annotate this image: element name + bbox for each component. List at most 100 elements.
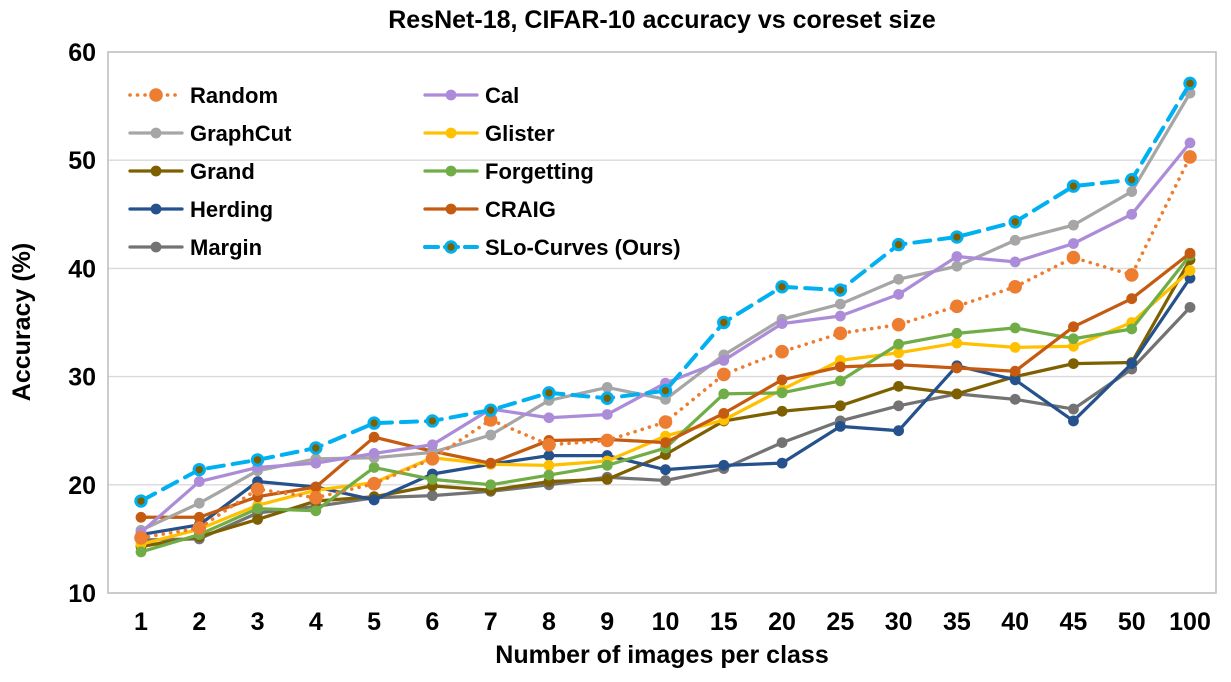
data-point xyxy=(893,359,905,371)
data-point xyxy=(483,403,498,417)
data-point xyxy=(1183,150,1197,164)
legend-sample-marker xyxy=(149,88,163,102)
legend-label: SLo-Curves (Ours) xyxy=(485,235,681,260)
legend-item-CRAIG: CRAIG xyxy=(423,197,556,222)
data-point xyxy=(310,481,322,493)
data-point xyxy=(833,326,848,341)
data-point xyxy=(834,400,846,412)
data-point xyxy=(1009,365,1021,377)
data-point xyxy=(192,521,207,535)
data-point xyxy=(1183,76,1197,91)
data-point xyxy=(309,441,323,455)
legend-sample-marker xyxy=(150,165,162,177)
data-point xyxy=(425,414,440,428)
data-point xyxy=(1066,250,1081,265)
data-point xyxy=(775,344,789,359)
data-point xyxy=(310,505,322,517)
legend-item-Glister: Glister xyxy=(423,121,555,146)
legend-sample-marker xyxy=(150,241,162,253)
data-point xyxy=(426,439,438,451)
data-point xyxy=(834,361,846,373)
data-point xyxy=(951,362,963,374)
data-point xyxy=(718,459,730,471)
legend-label: CRAIG xyxy=(485,197,556,222)
x-tick-label: 10 xyxy=(652,608,680,636)
legend-item-SLo-Curves (Ours): SLo-Curves (Ours) xyxy=(423,235,681,260)
y-tick-label: 60 xyxy=(68,39,96,67)
legend: Random GraphCut Grand Herding Margin Cal Glist… xyxy=(128,83,681,260)
data-point xyxy=(426,490,438,502)
data-point xyxy=(368,462,380,473)
x-tick-label: 2 xyxy=(192,608,206,636)
data-point xyxy=(718,407,730,419)
data-point xyxy=(716,367,731,382)
x-axis-label: Number of images per class xyxy=(495,641,828,669)
data-point xyxy=(368,494,380,506)
data-point xyxy=(776,437,788,449)
data-point xyxy=(776,387,788,399)
data-point xyxy=(1068,340,1079,352)
x-tick-label: 6 xyxy=(425,608,439,636)
data-point xyxy=(1068,321,1079,333)
data-point xyxy=(1184,301,1196,313)
data-point xyxy=(1068,358,1079,370)
legend-label: Cal xyxy=(485,83,519,108)
plot-border xyxy=(107,51,1217,594)
data-point xyxy=(893,288,905,300)
data-point xyxy=(1009,341,1021,353)
data-point xyxy=(425,452,440,466)
data-point xyxy=(1184,272,1196,284)
data-point xyxy=(483,413,498,427)
x-tick-label: 25 xyxy=(826,608,854,636)
legend-item-Margin: Margin xyxy=(128,235,262,260)
legend-label: Grand xyxy=(190,159,255,184)
data-point xyxy=(893,380,905,392)
data-point xyxy=(1068,403,1079,415)
x-tick-label: 15 xyxy=(710,608,738,636)
y-tick-label: 40 xyxy=(68,255,96,283)
legend-sample-marker xyxy=(445,89,457,101)
data-point xyxy=(1009,393,1021,405)
legend-label: Forgetting xyxy=(485,159,594,184)
data-point xyxy=(660,437,671,449)
data-point xyxy=(135,511,147,523)
legend-label: GraphCut xyxy=(190,121,292,146)
data-point xyxy=(1125,172,1139,187)
data-point xyxy=(776,457,788,469)
data-point xyxy=(368,448,380,459)
data-point xyxy=(485,429,497,441)
data-point xyxy=(1068,238,1079,249)
data-point xyxy=(192,462,206,477)
data-point xyxy=(1184,247,1196,259)
data-point xyxy=(660,475,671,486)
data-point xyxy=(1124,268,1139,282)
legend-sample-marker xyxy=(445,165,457,177)
data-point xyxy=(310,457,322,469)
y-tick-label: 20 xyxy=(68,472,96,500)
data-point xyxy=(135,546,147,558)
data-point xyxy=(601,459,613,471)
data-point xyxy=(1068,219,1079,231)
data-point xyxy=(834,298,846,310)
data-point xyxy=(775,280,789,294)
series-line xyxy=(139,268,1192,546)
data-point xyxy=(252,503,263,515)
data-point xyxy=(252,514,263,525)
data-point xyxy=(834,420,846,432)
legend-sample-marker xyxy=(445,127,457,139)
legend-item-Cal: Cal xyxy=(423,83,519,108)
data-point xyxy=(542,437,556,452)
data-point xyxy=(893,338,905,350)
y-tick-label: 50 xyxy=(68,147,96,175)
x-tick-label: 8 xyxy=(542,608,556,636)
legend-item-GraphCut: GraphCut xyxy=(128,121,292,146)
data-point xyxy=(309,490,323,505)
y-axis-label: Accuracy (%) xyxy=(8,243,36,401)
data-point xyxy=(1126,186,1138,197)
data-point xyxy=(1126,358,1138,370)
data-point xyxy=(543,459,555,471)
data-point xyxy=(1184,265,1196,276)
x-tick-label: 4 xyxy=(309,608,323,636)
x-tick-label: 7 xyxy=(484,608,498,636)
series-Cal xyxy=(135,137,1196,538)
